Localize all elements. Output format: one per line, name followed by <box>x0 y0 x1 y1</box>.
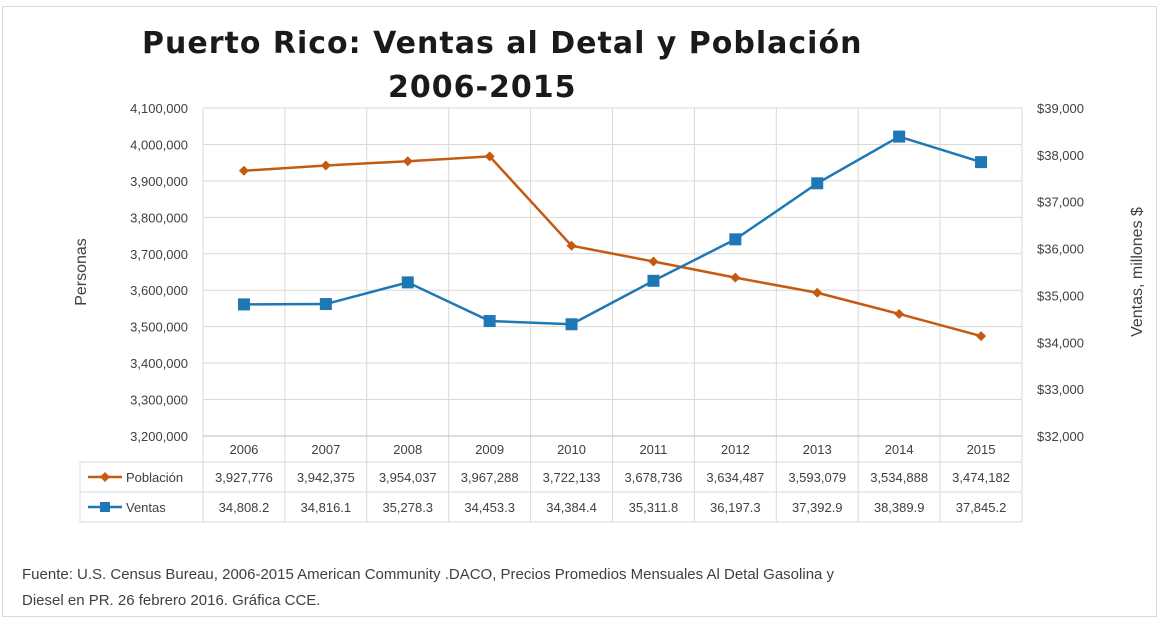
y-tick-label-left: 4,100,000 <box>130 101 188 116</box>
y-tick-label-left: 3,500,000 <box>130 320 188 335</box>
legend-label: Población <box>126 470 183 485</box>
data-point-marker <box>402 156 413 167</box>
chart-frame <box>2 6 1157 617</box>
chart-title: Puerto Rico: Ventas al Detal y Población <box>142 26 863 61</box>
chart-subtitle: 2006-2015 <box>388 70 577 105</box>
y-tick-label-left: 3,200,000 <box>130 429 188 444</box>
data-point-marker <box>320 160 331 171</box>
table-cell-value: 37,845.2 <box>956 500 1007 515</box>
series-line-ventas <box>243 135 982 326</box>
x-tick-label: 2013 <box>803 442 832 457</box>
table-cell-value: 3,634,487 <box>706 470 764 485</box>
data-point-marker <box>975 156 988 169</box>
x-tick-label: 2008 <box>393 442 422 457</box>
data-point-marker <box>729 233 742 246</box>
x-tick-label: 2015 <box>967 442 996 457</box>
data-point-marker <box>566 240 577 251</box>
table-cell-value: 3,954,037 <box>379 470 437 485</box>
table-cell-value: 34,453.3 <box>464 500 515 515</box>
table-cell-value: 37,392.9 <box>792 500 843 515</box>
data-point-marker <box>812 287 823 298</box>
data-point-marker <box>238 165 249 176</box>
y-tick-label-right: $37,000 <box>1037 195 1084 210</box>
table-cell-value: 3,534,888 <box>870 470 928 485</box>
legend-label: Ventas <box>126 500 166 515</box>
data-point-marker <box>237 298 250 311</box>
data-point-marker <box>319 298 332 311</box>
y-tick-label-left: 3,900,000 <box>130 174 188 189</box>
source-note-line1: Fuente: U.S. Census Bureau, 2006-2015 Am… <box>22 566 835 583</box>
data-point-marker <box>730 272 741 283</box>
x-tick-label: 2014 <box>885 442 914 457</box>
table-cell-value: 3,967,288 <box>461 470 519 485</box>
data-point-marker <box>976 331 987 342</box>
table-cell-value: 35,311.8 <box>629 500 679 515</box>
y-tick-label-left: 3,400,000 <box>130 356 188 371</box>
x-tick-label: 2012 <box>721 442 750 457</box>
table-cell-value: 3,942,375 <box>297 470 355 485</box>
data-point-marker <box>894 308 905 319</box>
table-cell-value: 34,808.2 <box>219 500 270 515</box>
table-cell-value: 38,389.9 <box>874 500 925 515</box>
table-cell-value: 3,722,133 <box>543 470 601 485</box>
y-tick-label-right: $33,000 <box>1037 382 1084 397</box>
y-tick-label-right: $38,000 <box>1037 148 1084 163</box>
data-point-marker <box>484 151 495 162</box>
x-tick-label: 2011 <box>639 442 667 457</box>
y-tick-label-right: $35,000 <box>1037 288 1084 303</box>
y-tick-label-right: $39,000 <box>1037 101 1084 116</box>
data-point-marker <box>811 177 824 190</box>
legend-key-marker <box>100 472 110 482</box>
data-point-marker <box>648 256 659 267</box>
table-cell-value: 36,197.3 <box>710 500 761 515</box>
x-tick-label: 2009 <box>475 442 504 457</box>
y-tick-label-left: 3,300,000 <box>130 393 188 408</box>
data-point-marker <box>893 130 906 143</box>
y-tick-label-right: $34,000 <box>1037 335 1084 350</box>
data-point-marker <box>647 274 660 287</box>
table-cell-value: 34,816.1 <box>301 500 352 515</box>
y-tick-label-right: $36,000 <box>1037 242 1084 257</box>
y-tick-label-left: 3,700,000 <box>130 247 188 262</box>
table-cell-value: 34,384.4 <box>546 500 597 515</box>
data-point-marker <box>401 276 414 289</box>
x-tick-label: 2006 <box>229 442 258 457</box>
x-tick-label: 2007 <box>311 442 340 457</box>
x-tick-label: 2010 <box>557 442 586 457</box>
y-tick-label-right: $32,000 <box>1037 429 1084 444</box>
data-point-marker <box>483 315 496 328</box>
table-cell-value: 3,927,776 <box>215 470 273 485</box>
source-note-line2: Diesel en PR. 26 febrero 2016. Gráfica C… <box>22 592 321 609</box>
table-cell-value: 35,278.3 <box>382 500 433 515</box>
table-cell-value: 3,593,079 <box>788 470 846 485</box>
y-tick-label-left: 3,600,000 <box>130 283 188 298</box>
series-line-población <box>243 155 982 338</box>
legend-key-marker <box>100 502 110 512</box>
table-cell-value: 3,678,736 <box>625 470 683 485</box>
data-point-marker <box>565 318 578 331</box>
y-tick-label-left: 4,000,000 <box>130 137 188 152</box>
y-tick-label-left: 3,800,000 <box>130 210 188 225</box>
table-cell-value: 3,474,182 <box>952 470 1010 485</box>
